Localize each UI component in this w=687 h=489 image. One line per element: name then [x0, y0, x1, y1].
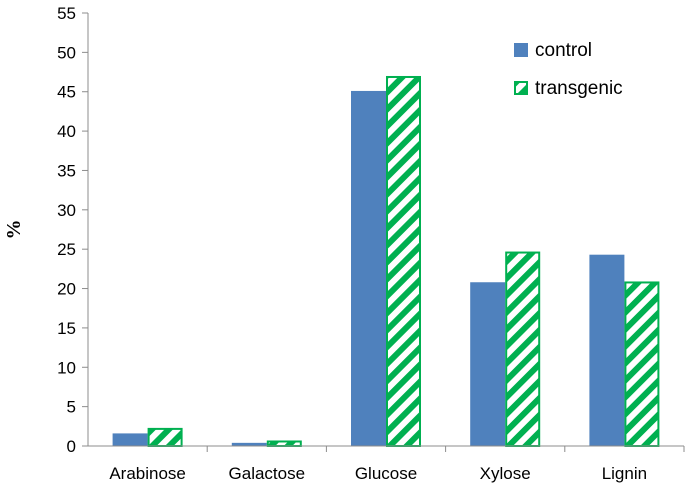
bar-transgenic-arabinose: [147, 427, 183, 448]
y-tick-label: 50: [57, 43, 76, 62]
legend: control transgenic: [514, 40, 623, 99]
y-tick-label: 15: [57, 319, 76, 338]
y-tick-label: 35: [57, 161, 76, 180]
x-tick-label-lignin: Lignin: [602, 464, 647, 483]
legend-label-control: control: [535, 40, 592, 61]
bar-transgenic-glucose: [386, 75, 421, 448]
bar-transgenic-galactose: [266, 440, 302, 448]
y-axis-ticks: 0 5 10 15 20 25 30 35 40 45 50 55: [57, 4, 88, 456]
y-axis-title: %: [3, 220, 25, 240]
bar-transgenic-xylose: [505, 251, 541, 447]
y-tick-label: 25: [57, 240, 76, 259]
y-tick-label: 40: [57, 122, 76, 141]
bar-transgenic-lignin: [624, 281, 660, 447]
y-tick-label: 55: [57, 4, 76, 23]
legend-swatch-transgenic: [514, 81, 528, 95]
y-tick-label: 45: [57, 83, 76, 102]
bar-control-galactose: [231, 442, 267, 446]
x-tick-label-xylose: Xylose: [480, 464, 531, 483]
y-tick-label: 5: [67, 398, 76, 417]
axes: [87, 13, 684, 447]
x-tick-label-glucose: Glucose: [355, 464, 417, 483]
y-tick-label: 0: [67, 437, 76, 456]
y-tick-label: 20: [57, 280, 76, 299]
legend-label-transgenic: transgenic: [535, 78, 623, 99]
legend-swatch-control: [514, 43, 528, 57]
bars: [112, 75, 660, 448]
x-tick-label-galactose: Galactose: [229, 464, 306, 483]
y-tick-label: 30: [57, 201, 76, 220]
x-tick-label-arabinose: Arabinose: [109, 464, 186, 483]
bar-control-glucose: [351, 90, 386, 446]
x-axis-ticks: Arabinose Galactose Glucose Xylose Lignin: [109, 446, 685, 483]
bar-control-lignin: [589, 254, 625, 446]
bar-control-xylose: [470, 282, 506, 446]
y-tick-label: 10: [57, 358, 76, 377]
bar-control-arabinose: [112, 433, 148, 446]
